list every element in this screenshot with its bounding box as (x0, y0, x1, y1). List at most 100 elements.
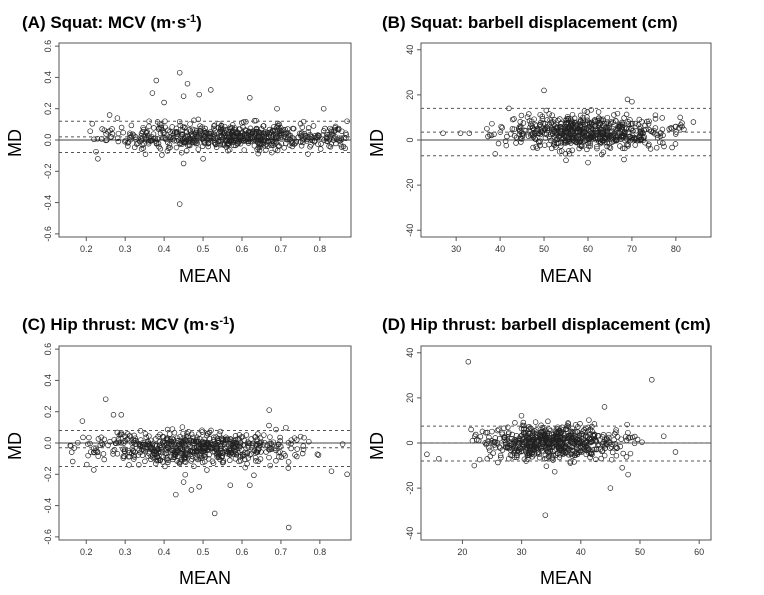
data-point (174, 131, 180, 138)
data-point (520, 419, 527, 426)
data-point (291, 435, 298, 441)
plot-area (421, 87, 711, 166)
data-point (180, 93, 187, 99)
data-point (255, 150, 261, 157)
data-point (548, 137, 554, 144)
data-point (494, 427, 501, 434)
data-point (261, 432, 267, 438)
data-point (611, 437, 617, 443)
data-point (264, 143, 271, 149)
data-point (495, 426, 502, 433)
data-point (495, 459, 501, 466)
data-point (492, 444, 499, 451)
data-point (136, 462, 142, 468)
data-point (582, 433, 589, 439)
data-point (244, 461, 250, 467)
data-point (301, 434, 307, 441)
data-point (511, 133, 518, 139)
data-point (68, 449, 75, 455)
data-point (584, 132, 590, 138)
data-point (523, 445, 529, 451)
data-point (562, 137, 568, 143)
data-point (550, 457, 556, 463)
data-point (569, 438, 575, 445)
data-point (266, 407, 272, 413)
data-point (86, 434, 92, 441)
data-point (188, 437, 194, 444)
data-point (125, 139, 132, 145)
data-point (195, 146, 202, 152)
data-point (193, 137, 199, 144)
y-tick-label: 0.0 (43, 134, 53, 147)
data-point (157, 130, 164, 137)
data-point (140, 439, 146, 446)
data-point (616, 125, 623, 131)
data-point (562, 449, 569, 456)
data-point (169, 124, 175, 130)
data-point (575, 125, 581, 132)
data-point (600, 137, 607, 144)
data-point (187, 142, 193, 149)
data-point (202, 125, 208, 132)
data-point (99, 441, 106, 448)
data-point (577, 117, 584, 124)
data-point (251, 142, 258, 149)
panel-title: (D) Hip thrust: barbell displacement (cm… (382, 315, 711, 334)
data-point (595, 109, 602, 115)
data-point (272, 138, 279, 144)
data-point (572, 428, 578, 435)
data-point (503, 142, 510, 149)
data-point (269, 137, 276, 144)
data-point (552, 428, 559, 434)
data-point (583, 439, 589, 445)
data-point (531, 437, 537, 444)
data-point (127, 130, 133, 136)
data-point (176, 118, 183, 125)
data-point (593, 456, 599, 463)
y-tick-label: 0.0 (43, 437, 53, 450)
data-point (167, 437, 174, 443)
data-point (272, 445, 278, 451)
data-point (80, 434, 86, 441)
data-point (546, 430, 552, 437)
data-point (539, 129, 546, 136)
data-point (625, 143, 631, 149)
data-point (601, 436, 608, 442)
data-point (590, 437, 597, 444)
data-point (254, 131, 260, 137)
data-point (281, 145, 287, 151)
data-point (322, 125, 328, 132)
data-point (517, 119, 523, 125)
data-point (343, 135, 349, 142)
data-point (140, 145, 147, 151)
data-point (618, 133, 624, 140)
data-point (129, 440, 135, 446)
data-point (591, 130, 597, 136)
data-point (299, 450, 306, 457)
data-point (237, 452, 244, 458)
data-point (564, 113, 571, 120)
y-tick-label: -0.4 (43, 195, 53, 211)
data-point (208, 130, 215, 137)
data-point (205, 456, 212, 462)
data-point (502, 444, 509, 450)
data-point (268, 440, 274, 447)
data-point (572, 139, 579, 145)
y-tick-label: 0.2 (43, 405, 53, 418)
data-point (224, 138, 230, 144)
data-point (253, 449, 259, 455)
data-point (569, 111, 576, 118)
x-tick-label: 40 (576, 547, 586, 557)
data-point (245, 439, 251, 445)
data-point (248, 451, 254, 457)
data-point (541, 425, 547, 431)
data-point (174, 453, 181, 459)
data-point (652, 131, 658, 137)
data-point (225, 142, 231, 148)
data-point (318, 141, 324, 147)
data-point (282, 453, 288, 459)
data-point (594, 145, 600, 152)
data-point (298, 143, 305, 149)
data-point (666, 126, 672, 132)
data-point (582, 429, 588, 436)
